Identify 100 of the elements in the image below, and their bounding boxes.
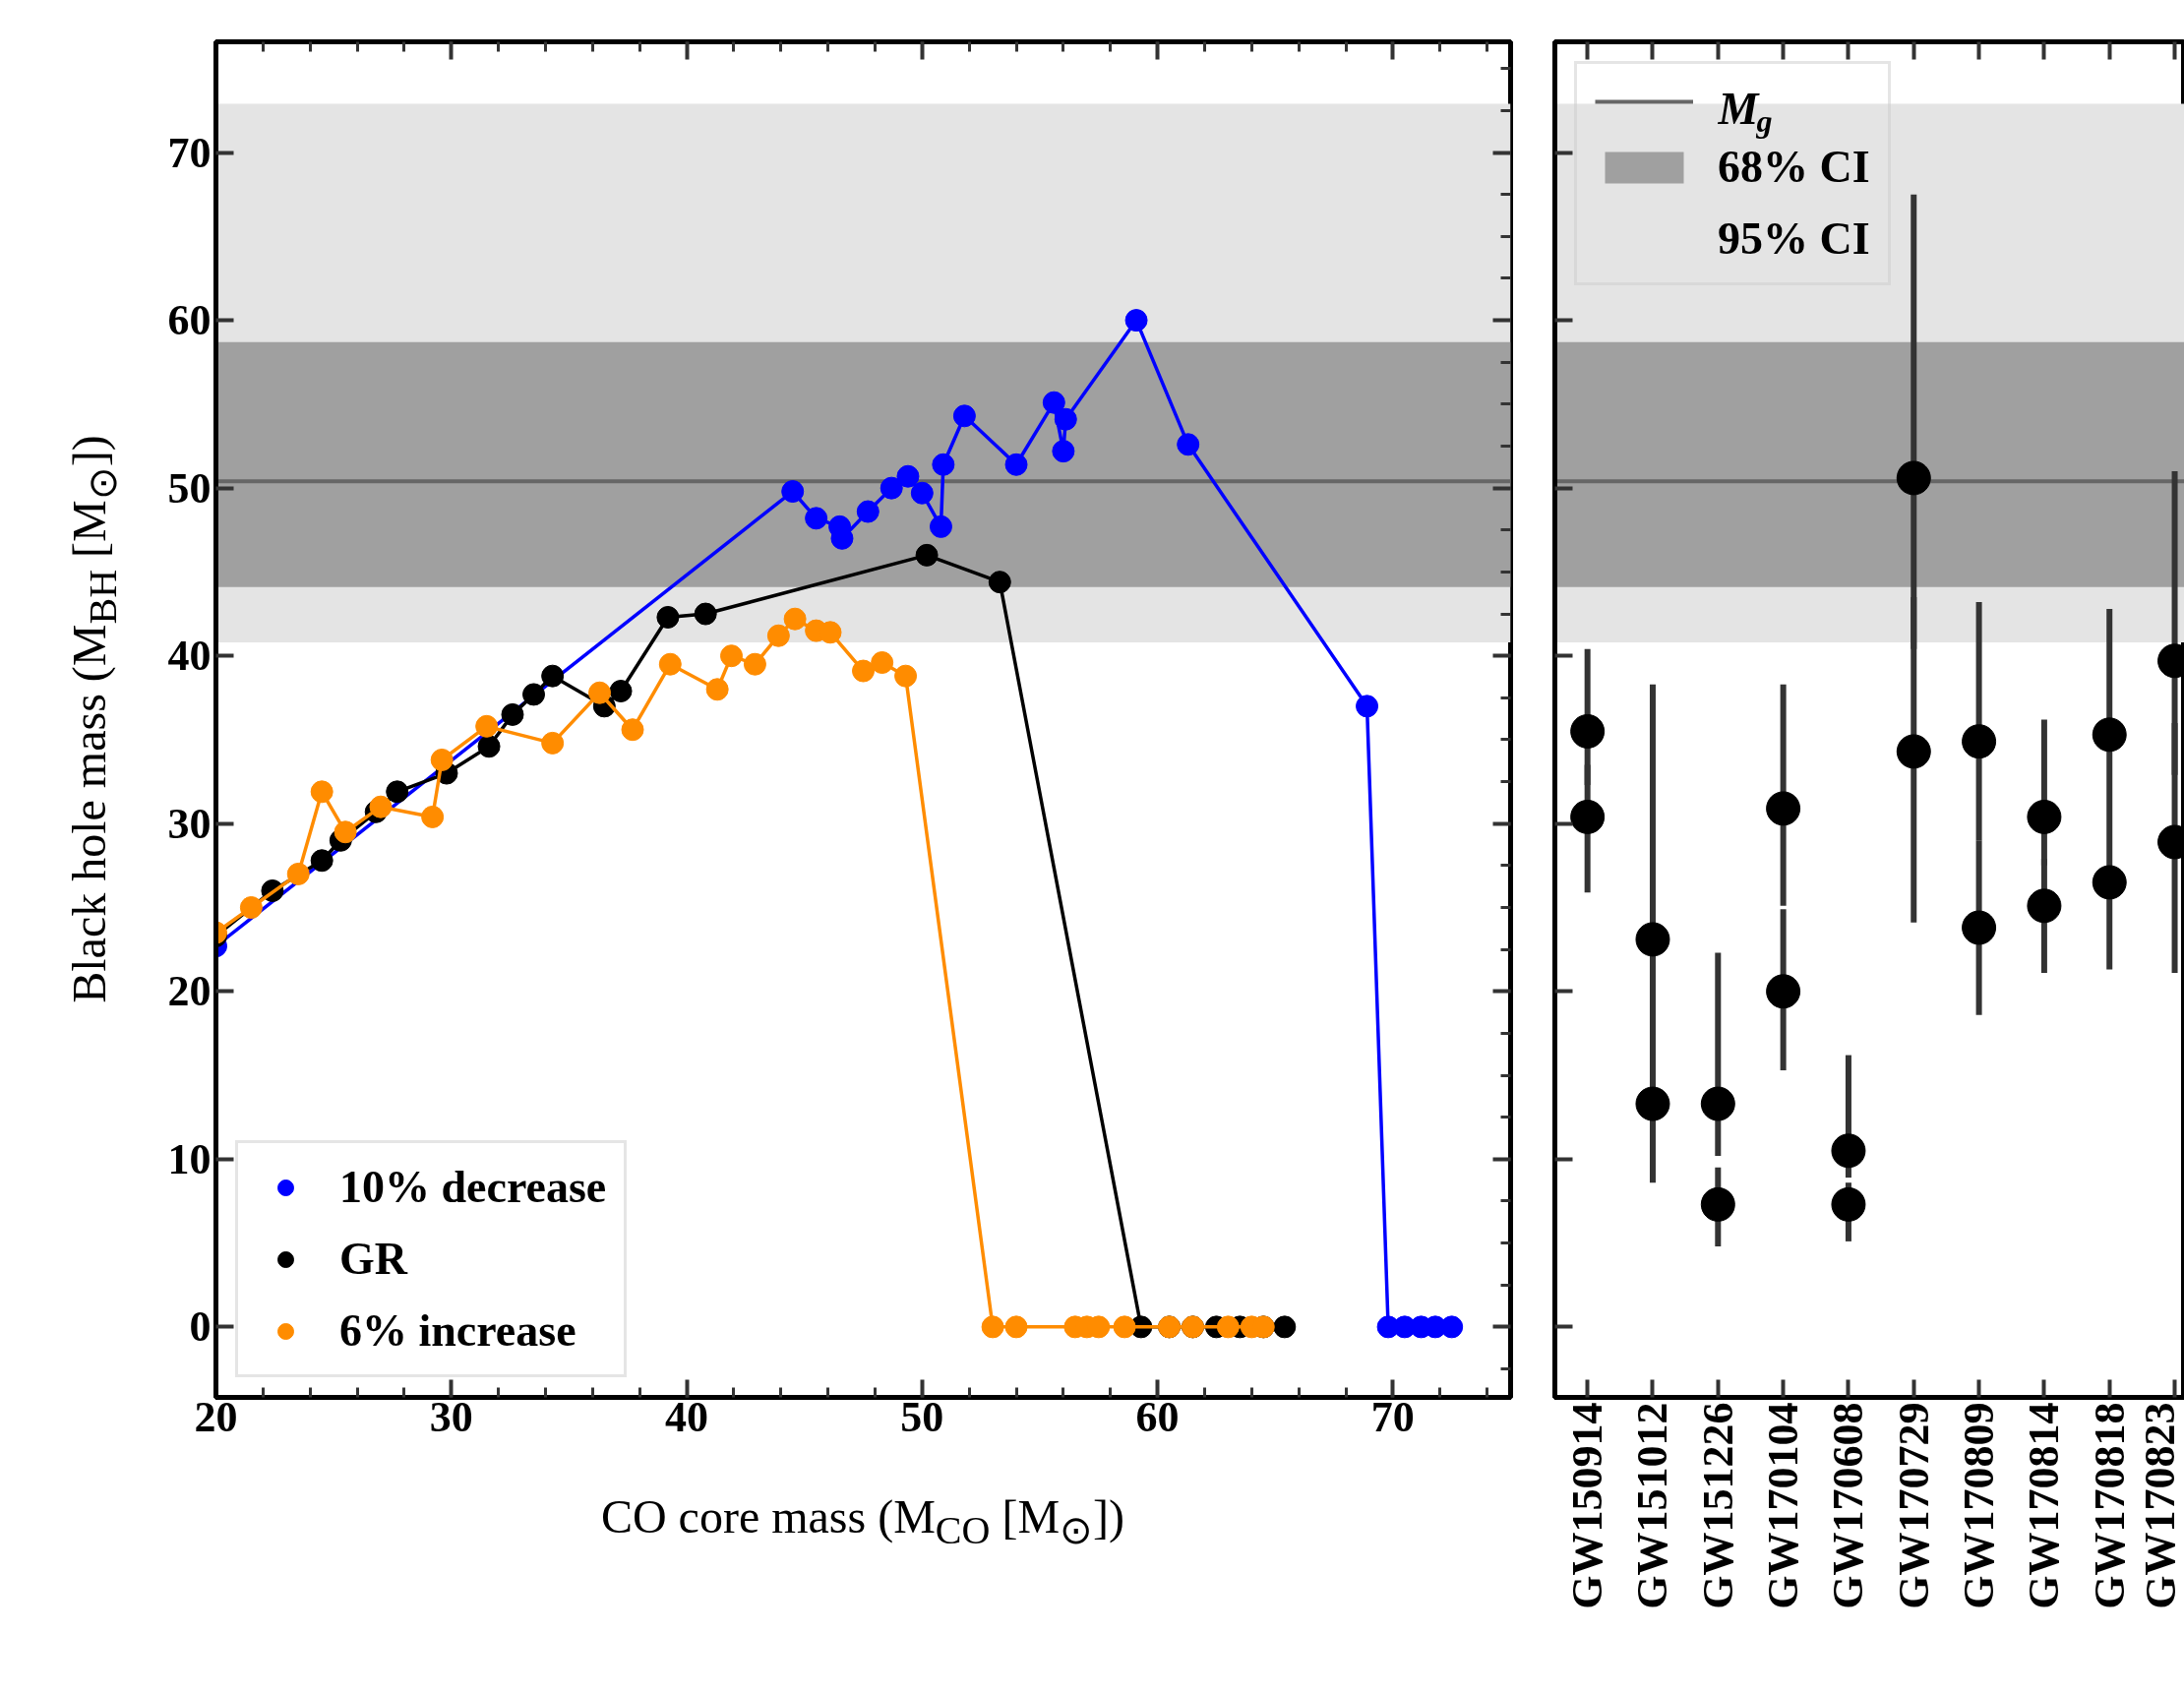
point [1042,391,1065,414]
x-tick-label: GW151226 [1693,1402,1742,1609]
point [952,404,976,428]
point [1831,1133,1866,1169]
point [286,862,310,885]
point [2027,799,2062,834]
legend-label: GR [339,1233,407,1285]
x-tick-label: GW170104 [1759,1402,1808,1609]
legend-label: 6% increase [339,1304,576,1357]
point [239,896,263,919]
point [1124,309,1148,333]
point [856,500,880,523]
point [334,820,357,844]
point [421,805,445,828]
point [819,621,842,644]
y-tick-label: 70 [167,128,212,177]
point [541,664,565,688]
y-tick-label: 50 [167,463,212,513]
y-tick-label: 60 [167,296,212,345]
legend-label: 10% decrease [339,1161,607,1213]
point [1356,695,1379,718]
y-tick-label: 10 [167,1134,212,1183]
point [2092,717,2127,753]
point [981,1315,1004,1339]
point [852,659,875,683]
point [310,849,334,873]
point [1004,1315,1028,1339]
point [988,571,1011,594]
point [475,714,499,738]
point [2027,888,2062,924]
point [720,644,744,668]
point [1962,724,1997,759]
point [1635,1086,1670,1121]
y-tick-label: 30 [167,799,212,848]
x-tick-label: GW150914 [1563,1402,1612,1609]
point [430,748,454,771]
point [1700,1086,1735,1121]
point [501,702,524,726]
x-tick-label: 40 [665,1392,709,1441]
point [694,602,717,626]
point [783,607,807,631]
y-tick-label: 0 [189,1302,212,1352]
point [910,481,934,505]
point [932,453,955,476]
point [1177,433,1200,456]
point [1570,713,1606,749]
x-tick-label: GW170729 [1889,1402,1938,1609]
point [1700,1186,1735,1222]
point [656,605,680,629]
point [781,480,805,504]
point [705,678,729,701]
x-tick-label: GW170608 [1824,1402,1873,1609]
point [1766,974,1801,1009]
point [1440,1315,1464,1339]
point [766,624,790,647]
x-tick-label: GW170823 [2136,1402,2184,1609]
point [929,514,952,538]
point [658,652,682,676]
point [310,780,334,804]
point [621,718,644,742]
point [1052,440,1075,463]
point [1962,910,1997,945]
x-tick-label: GW151012 [1628,1402,1677,1609]
point [1896,734,1931,769]
y-tick-label: 20 [167,967,212,1016]
point [871,651,894,674]
point [896,464,920,488]
point [805,507,828,530]
x-tick-label: 60 [1135,1392,1180,1441]
point [522,683,546,706]
x-tick-label: GW170809 [1955,1402,2004,1609]
point [1216,1315,1240,1339]
y-tick-label: 40 [167,632,212,681]
x-tick-label: 30 [429,1392,473,1441]
point [894,664,918,688]
point [1766,791,1801,826]
x-axis-title: CO core mass (M$_{CO}$ [M$_{⊙}$]) [600,1490,1125,1552]
band-label: 95% CI [1718,212,1870,265]
x-tick-label: GW170814 [2020,1402,2069,1609]
point [1054,407,1077,431]
point [609,680,633,702]
point [588,681,612,704]
point [369,795,393,818]
point [477,735,501,758]
point [1004,453,1028,476]
point [743,652,766,676]
point [915,543,939,567]
point [541,731,565,755]
point [1570,799,1606,834]
point [2092,865,2127,900]
x-tick-label: GW170818 [2085,1402,2134,1609]
x-tick-label: 70 [1370,1392,1415,1441]
point [1113,1315,1136,1339]
point [880,476,903,500]
point [1273,1315,1297,1339]
point [1831,1186,1866,1222]
point [1635,922,1670,957]
point [386,780,409,804]
legend-label: 68% CI [1718,141,1870,193]
point [1896,460,1931,496]
